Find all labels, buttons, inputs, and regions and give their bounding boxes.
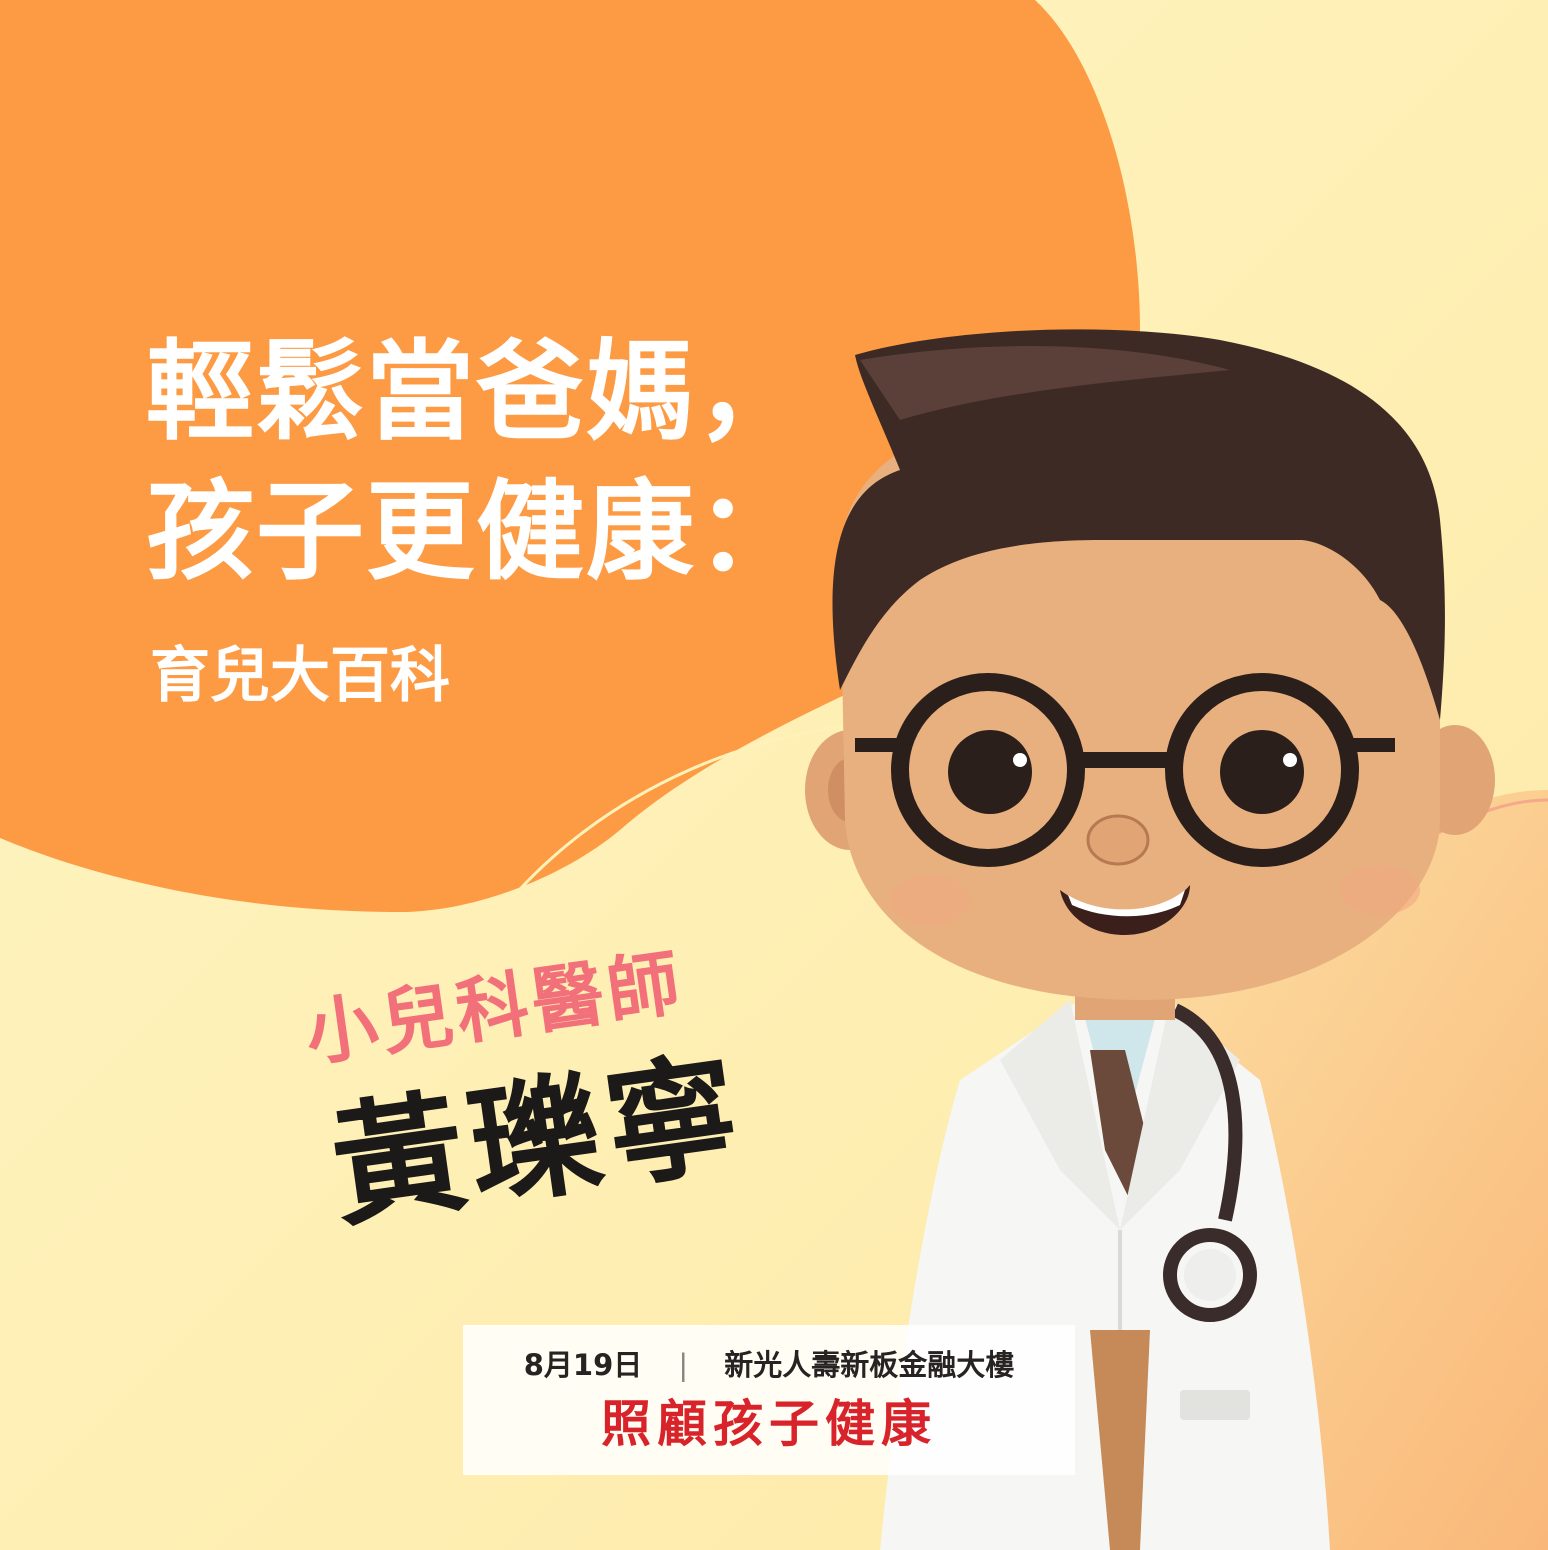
eyes bbox=[948, 730, 1304, 814]
headline-line-1: 輕鬆當爸媽， bbox=[146, 329, 807, 455]
event-venue: 新光人壽新板金融大樓 bbox=[724, 1348, 1015, 1382]
event-separator: | bbox=[678, 1348, 689, 1382]
event-info-box: 8月19日 | 新光人壽新板金融大樓 照顧孩子健康 bbox=[463, 1325, 1075, 1475]
event-title: 照顧孩子健康 bbox=[601, 1395, 937, 1453]
nose bbox=[1086, 814, 1150, 866]
glasses bbox=[855, 673, 1395, 867]
headline-line-2: 孩子更健康： bbox=[146, 469, 807, 595]
lab-coat bbox=[880, 1000, 1330, 1550]
stethoscope bbox=[1163, 1003, 1257, 1322]
event-details: 8月19日 | 新光人壽新板金融大樓 bbox=[463, 1347, 1075, 1383]
smile bbox=[1060, 885, 1190, 935]
hair bbox=[832, 329, 1445, 720]
headline: 輕鬆當爸媽， 孩子更健康： bbox=[146, 322, 806, 602]
event-date: 8月19日 bbox=[523, 1348, 643, 1382]
doctor-illustration bbox=[805, 329, 1495, 1550]
subtitle: 育兒大百科 bbox=[150, 641, 450, 711]
